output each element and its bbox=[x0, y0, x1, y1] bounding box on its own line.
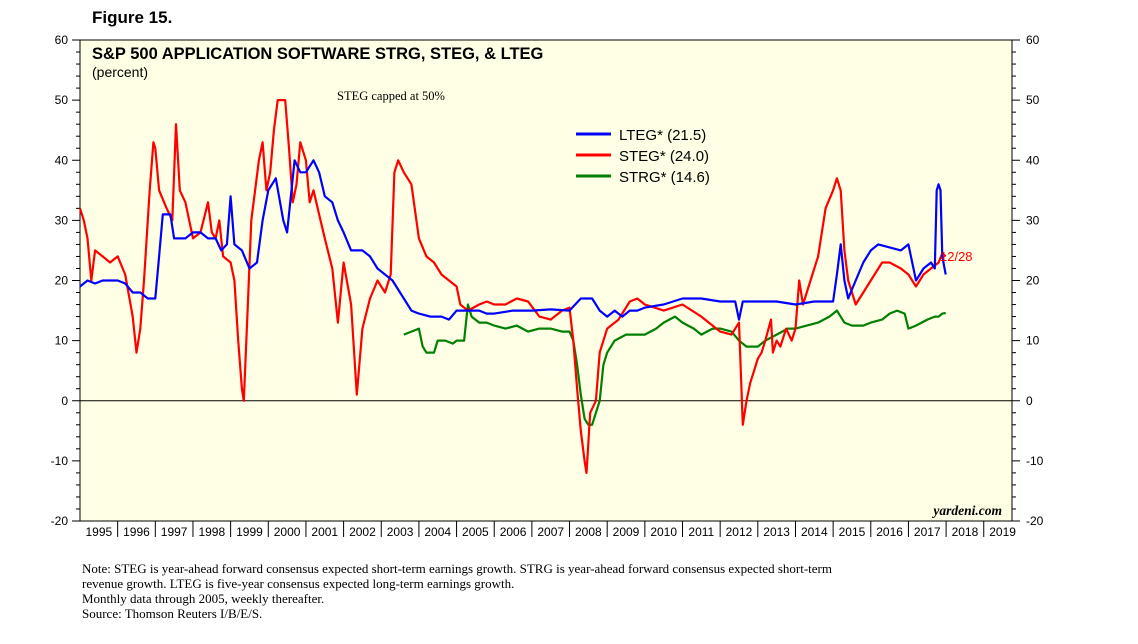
series-line-lteg bbox=[79, 159, 947, 321]
annotation-steg-cap: STEG capped at 50% bbox=[337, 89, 445, 103]
y-tick-label-left: -10 bbox=[51, 454, 69, 468]
x-tick-label: 2005 bbox=[462, 525, 489, 539]
x-axis: 1995 1996 1997 1998 1999 2000 2001 2002 2003 2004… bbox=[85, 521, 1016, 539]
y-tick-label-left: 0 bbox=[61, 394, 68, 408]
x-tick-label: 1998 bbox=[198, 525, 225, 539]
x-tick-label: 2011 bbox=[688, 525, 714, 539]
x-tick-label: 2015 bbox=[839, 525, 866, 539]
note-line-3: Monthly data through 2005, weekly therea… bbox=[82, 591, 325, 606]
y-tick-label-left: 30 bbox=[55, 213, 69, 227]
y-tick-label-right: 0 bbox=[1026, 394, 1033, 408]
y-axis-left: -20 -10 0 10 20 30 40 50 60 bbox=[51, 33, 80, 528]
y-tick-label-right: -20 bbox=[1026, 514, 1044, 528]
plot-area bbox=[79, 39, 1013, 522]
y-tick-label-left: 60 bbox=[55, 33, 69, 47]
x-tick-label: 2017 bbox=[914, 525, 941, 539]
x-tick-label: 2001 bbox=[311, 525, 338, 539]
figure-label: Figure 15. bbox=[92, 8, 173, 27]
legend-label-strg: STRG* (14.6) bbox=[619, 169, 710, 186]
legend: LTEG* (21.5) STEG* (24.0) STRG* (14.6) bbox=[576, 127, 710, 186]
y-tick-label-left: 50 bbox=[55, 93, 69, 107]
plot-background bbox=[79, 39, 1013, 522]
legend-label-steg: STEG* (24.0) bbox=[619, 148, 709, 165]
x-tick-label: 1999 bbox=[236, 525, 263, 539]
end-date-label: 12/28 bbox=[940, 249, 973, 264]
y-tick-label-right: -10 bbox=[1026, 454, 1044, 468]
y-tick-label-right: 20 bbox=[1026, 274, 1040, 288]
chart-title: S&P 500 APPLICATION SOFTWARE STRG, STEG,… bbox=[92, 45, 543, 63]
y-tick-label-right: 30 bbox=[1026, 213, 1040, 227]
x-tick-label: 2009 bbox=[613, 525, 640, 539]
note-line-1: Note: STEG is year-ahead forward consens… bbox=[82, 561, 832, 576]
y-tick-label-right: 40 bbox=[1026, 153, 1040, 167]
series-line-steg bbox=[78, 99, 947, 474]
y-tick-label-left: 40 bbox=[55, 153, 69, 167]
x-tick-label: 2014 bbox=[801, 525, 828, 539]
x-tick-label: 2000 bbox=[274, 525, 301, 539]
series-layer bbox=[78, 99, 947, 474]
y-tick-label-left: 10 bbox=[55, 334, 69, 348]
y-tick-label-right: 50 bbox=[1026, 93, 1040, 107]
x-tick-label: 1996 bbox=[123, 525, 150, 539]
y-axis-right: -20 -10 0 10 20 30 40 50 60 bbox=[1012, 33, 1044, 528]
x-tick-label: 2003 bbox=[387, 525, 414, 539]
x-tick-label: 2019 bbox=[989, 525, 1016, 539]
watermark: yardeni.com bbox=[931, 503, 1002, 518]
x-tick-label: 1995 bbox=[85, 525, 112, 539]
x-tick-label: 2008 bbox=[575, 525, 602, 539]
series-line-strg bbox=[403, 303, 946, 426]
y-tick-label-left: 20 bbox=[55, 274, 69, 288]
y-tick-label-left: -20 bbox=[51, 514, 69, 528]
x-tick-label: 2018 bbox=[952, 525, 979, 539]
x-tick-label: 2016 bbox=[876, 525, 903, 539]
x-tick-label: 2006 bbox=[500, 525, 527, 539]
x-tick-label: 2012 bbox=[726, 525, 753, 539]
legend-label-lteg: LTEG* (21.5) bbox=[619, 127, 706, 144]
x-tick-label: 2013 bbox=[763, 525, 790, 539]
x-tick-label: 2002 bbox=[349, 525, 376, 539]
y-tick-label-right: 60 bbox=[1026, 33, 1040, 47]
x-tick-label: 2004 bbox=[424, 525, 451, 539]
note-line-2: revenue growth. LTEG is five-year consen… bbox=[82, 576, 515, 591]
y-tick-label-right: 10 bbox=[1026, 334, 1040, 348]
x-tick-label: 1997 bbox=[161, 525, 188, 539]
chart-subtitle: (percent) bbox=[92, 64, 148, 80]
x-tick-label: 2010 bbox=[650, 525, 677, 539]
notes: Note: STEG is year-ahead forward consens… bbox=[82, 561, 1042, 621]
note-line-4: Source: Thomson Reuters I/B/E/S. bbox=[82, 606, 263, 621]
x-tick-label: 2007 bbox=[537, 525, 564, 539]
